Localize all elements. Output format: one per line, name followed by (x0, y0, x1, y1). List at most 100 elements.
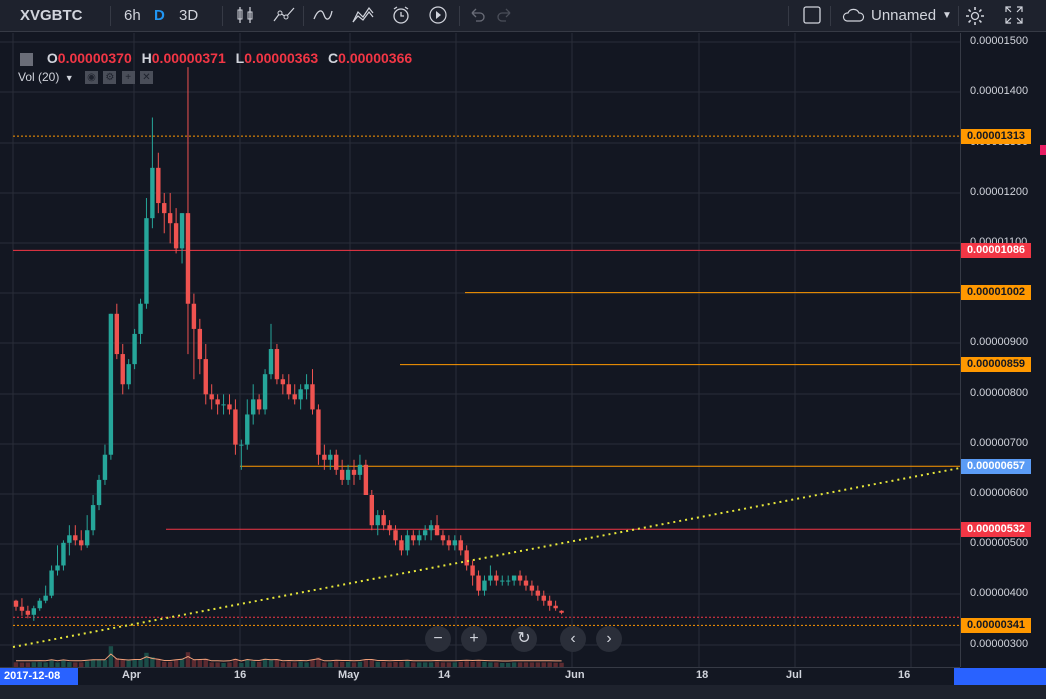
candle-body (43, 595, 48, 601)
symbol-search[interactable]: XVGBTC (20, 7, 83, 24)
candle-body (19, 606, 25, 611)
cloud-icon[interactable] (840, 0, 866, 31)
candle-body (375, 515, 380, 526)
collapse-legend-icon[interactable] (20, 52, 33, 66)
candle-body (55, 565, 60, 571)
volume-study-label[interactable]: Vol (20) (18, 70, 60, 84)
volume-bar (144, 652, 149, 667)
candle-body (256, 399, 262, 410)
price-tick-label: 0.00000300 (970, 638, 1029, 650)
zoom-out-button[interactable]: − (425, 626, 451, 652)
candle-body (73, 535, 78, 541)
volume-bar (322, 662, 327, 667)
reset-chart-button[interactable]: ↻ (511, 626, 537, 652)
volume-bar (79, 662, 84, 667)
candle-body (132, 333, 137, 365)
price-chart[interactable] (0, 33, 960, 667)
volume-bar (411, 662, 416, 667)
close-icon[interactable]: ✕ (140, 71, 153, 85)
candle-body (417, 535, 422, 541)
candle-body (162, 203, 167, 214)
volume-bar (132, 659, 137, 667)
candle-body (440, 535, 446, 541)
toolbar-divider (222, 6, 223, 26)
candle-body (559, 610, 564, 613)
candle-body (470, 565, 475, 576)
candle-body (84, 530, 90, 546)
candle-body (262, 374, 268, 410)
price-tick-label: 0.00000800 (970, 387, 1029, 399)
time-tick-jul: Jul (786, 669, 802, 681)
layout-name[interactable]: Unnamed (871, 7, 937, 24)
volume-bar (239, 663, 244, 667)
candle-body (268, 349, 274, 375)
candle-body (221, 404, 226, 406)
candle-body (547, 600, 552, 606)
candle-body (369, 495, 374, 526)
candle-body (138, 303, 143, 334)
candle-body (61, 542, 66, 566)
price-tick-label: 0.00000900 (970, 336, 1029, 348)
volume-bar (55, 662, 60, 667)
templates-icon[interactable] (351, 0, 375, 31)
candle-body (511, 575, 517, 581)
redo-icon[interactable] (496, 0, 514, 31)
indicators-icon[interactable] (312, 0, 334, 31)
candle-body (96, 479, 102, 506)
scroll-left-button[interactable]: ‹ (560, 626, 586, 652)
add-icon[interactable]: + (121, 71, 135, 85)
price-level-tag: 0.00000532 (961, 521, 1031, 537)
replay-icon[interactable] (427, 0, 449, 31)
volume-bar (345, 661, 351, 667)
interval-6h-button[interactable]: 6h (124, 7, 141, 24)
fullscreen-square-icon[interactable] (802, 0, 822, 31)
volume-chevron-down-icon[interactable]: ▼ (64, 73, 74, 83)
candle-body (185, 213, 191, 304)
undo-icon[interactable] (468, 0, 486, 31)
eye-icon[interactable]: ◉ (84, 71, 98, 85)
time-axis[interactable] (0, 667, 960, 685)
volume-bar (541, 662, 546, 667)
toolbar-divider (110, 6, 111, 26)
candle-body (339, 469, 345, 480)
candle-body (393, 530, 398, 541)
volume-legend: Vol (20) ▼ ◉ ⚙ + ✕ (18, 70, 153, 85)
volume-bar (387, 662, 392, 667)
candle-body (399, 540, 404, 551)
time-tick-may: May (338, 669, 360, 681)
zoom-in-button[interactable]: + (461, 626, 487, 652)
low-label: L (235, 50, 245, 66)
expand-icon[interactable] (1004, 0, 1024, 31)
layout-chevron-down-icon[interactable]: ▼ (942, 10, 952, 21)
candle-body (37, 600, 42, 609)
volume-bar (452, 662, 458, 667)
toolbar-divider (830, 6, 831, 26)
candle-body (67, 535, 72, 543)
candle-body (251, 399, 256, 415)
volume-bar (505, 663, 511, 667)
candle-body (173, 223, 179, 249)
chart-pane[interactable] (0, 33, 960, 667)
volume-bar (25, 662, 31, 667)
candle-body (422, 530, 428, 536)
time-tick-18: 18 (696, 669, 709, 681)
settings-icon[interactable]: ⚙ (103, 71, 117, 85)
alert-icon[interactable] (390, 0, 412, 31)
interval-3d-button[interactable]: 3D (179, 7, 199, 24)
price-tick-label: 0.00000500 (970, 537, 1029, 549)
candle-body (79, 540, 84, 546)
volume-bar (523, 662, 529, 667)
scroll-right-button[interactable]: › (596, 626, 622, 652)
candle-body (179, 213, 185, 249)
compare-icon[interactable] (272, 0, 296, 31)
candle-body (215, 399, 220, 405)
interval-d-button[interactable]: D (154, 7, 165, 24)
volume-bar (209, 662, 214, 667)
price-level-tag: 0.00000859 (961, 357, 1031, 373)
candles-icon[interactable] (235, 0, 255, 31)
candle-body (298, 389, 303, 400)
top-toolbar: XVGBTC 6h D 3D Unnamed ▼ (0, 0, 1046, 32)
volume-bar (292, 662, 297, 667)
gear-icon[interactable] (964, 0, 986, 31)
candle-body (529, 585, 535, 591)
